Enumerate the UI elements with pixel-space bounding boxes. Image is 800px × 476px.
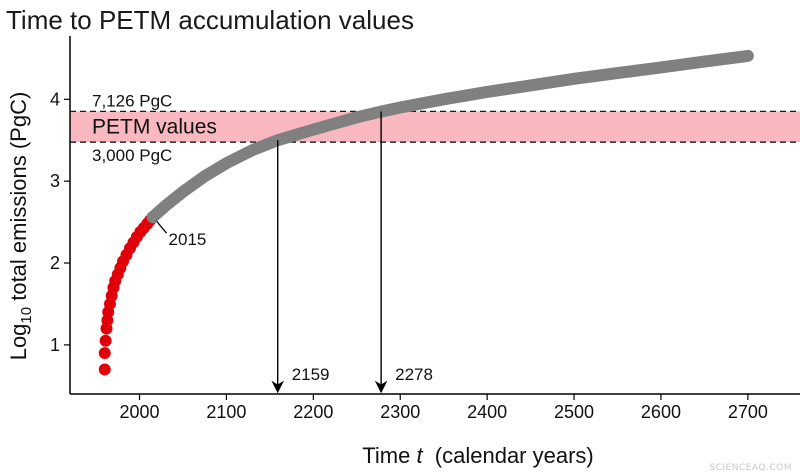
x-tick-label: 2200 <box>293 402 333 422</box>
ticks-layer: 2000 2100 2200 2300 2400 2500 2600 2700 1 2 3 4 <box>50 89 768 422</box>
lower-band-label: 3,000 PgC <box>92 146 172 165</box>
watermark: SCIENCEAQ.COM <box>709 463 792 473</box>
x-tick-label: 2000 <box>120 402 160 422</box>
y-axis-label-suffix: total emissions (PgC) <box>6 92 31 307</box>
series-0-point <box>98 347 111 360</box>
annotation-label-2159: 2159 <box>292 365 330 384</box>
y-tick-label: 3 <box>50 171 60 191</box>
x-tick-label: 2600 <box>641 402 681 422</box>
x-tick-label: 2700 <box>728 402 768 422</box>
x-axis-label-variable: t <box>416 443 423 468</box>
x-tick-label: 2500 <box>554 402 594 422</box>
series-0-point <box>98 363 111 376</box>
series-layer <box>98 49 754 376</box>
annotation-2015-label: 2015 <box>169 230 207 249</box>
x-tick-label: 2100 <box>206 402 246 422</box>
y-tick-label: 1 <box>50 335 60 355</box>
x-tick-label: 2400 <box>467 402 507 422</box>
petm-band-label: PETM values <box>92 116 217 139</box>
x-axis-label-suffix: (calendar years) <box>423 443 594 468</box>
annotation-label-2278: 2278 <box>395 365 433 384</box>
annotation-2015-leader <box>156 220 168 234</box>
x-tick-label: 2300 <box>380 402 420 422</box>
y-tick-label: 4 <box>50 89 60 109</box>
chart-title: Time to PETM accumulation values <box>6 5 414 35</box>
petm-band <box>70 111 800 143</box>
x-axis-label-prefix: Time <box>362 443 416 468</box>
x-axis-label: Time t (calendar years) <box>362 443 594 468</box>
y-axis-label: Log10 total emissions (PgC) <box>6 92 35 361</box>
series-0-point <box>99 334 112 347</box>
y-axis-label-prefix: Log <box>6 324 31 361</box>
annotation-layer: 2015 2159 2278 <box>156 111 433 394</box>
y-axis-label-subscript: 10 <box>18 307 35 324</box>
upper-band-label: 7,126 PgC <box>92 91 172 110</box>
y-tick-label: 2 <box>50 253 60 273</box>
